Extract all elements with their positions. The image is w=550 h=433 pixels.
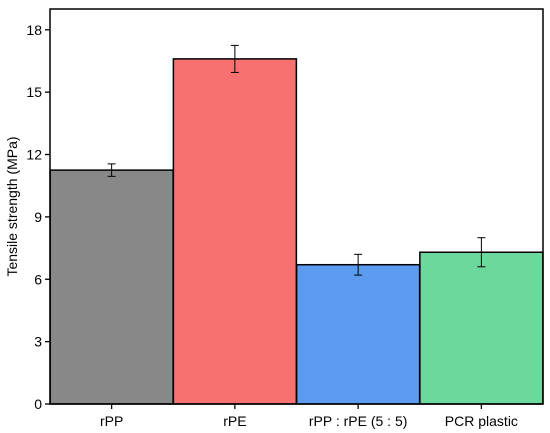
error-bar-4 <box>477 237 486 268</box>
x-tick-label: rPP : rPE (5 : 5) <box>309 413 408 429</box>
x-tick-label: rPE <box>223 413 246 429</box>
bar-1 <box>49 169 174 405</box>
error-bar-3 <box>354 253 363 276</box>
y-tick-label: 12 <box>26 147 42 163</box>
y-axis-title: Tensile strength (MPa) <box>4 136 20 276</box>
y-tick-label: 6 <box>34 271 42 287</box>
y-axis-ticks: 0 3 6 9 12 15 18 <box>26 22 50 412</box>
y-tick-label: 9 <box>34 209 42 225</box>
x-tick-label: PCR plastic <box>445 413 518 429</box>
error-bars-group <box>107 44 486 276</box>
x-axis-ticks: rPP rPE rPP : rPE (5 : 5) PCR plastic <box>100 404 518 429</box>
bar-3 <box>295 263 421 405</box>
bar-2 <box>172 58 298 405</box>
plot-area-frame <box>49 8 544 405</box>
bar-4 <box>419 251 544 405</box>
error-bar-2 <box>230 44 239 73</box>
y-tick-label: 15 <box>26 84 42 100</box>
y-tick-label: 3 <box>34 334 42 350</box>
y-tick-label: 0 <box>34 396 42 412</box>
bars-group <box>49 58 544 405</box>
error-bar-1 <box>107 163 116 177</box>
y-tick-label: 18 <box>26 22 42 38</box>
x-tick-label: rPP <box>100 413 123 429</box>
